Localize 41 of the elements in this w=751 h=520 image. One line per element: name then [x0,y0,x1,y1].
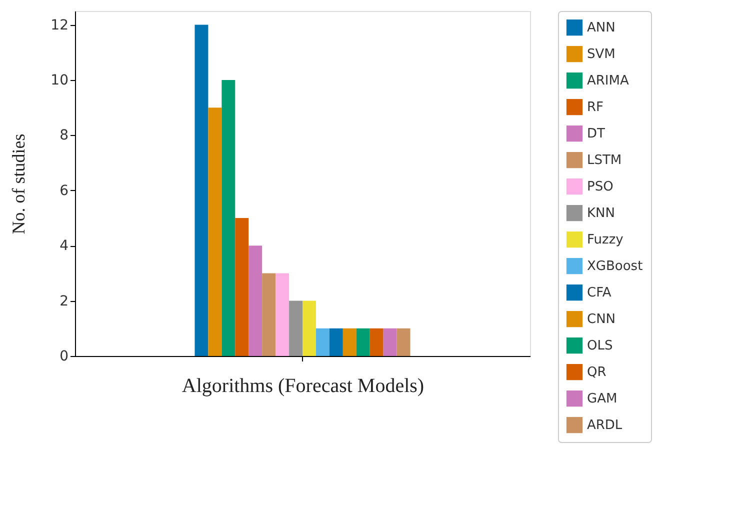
bar [383,328,397,356]
legend-label: ANN [587,20,616,36]
y-tick-label: 0 [60,348,68,364]
bar [316,328,330,356]
legend-label: LSTM [587,153,622,168]
legend-label: SVM [587,47,616,62]
legend-label: RF [587,100,604,115]
legend-label: Fuzzy [587,232,624,248]
legend-label: QR [587,365,606,380]
legend-label: XGBoost [587,259,643,274]
bar [262,273,276,356]
bar [396,328,410,356]
x-axis-title: Algorithms (Forecast Models) [182,375,424,397]
bar [235,218,249,356]
legend-label: GAM [587,392,618,406]
legend-label: KNN [587,206,615,221]
bar [276,273,290,356]
bar [194,24,208,356]
y-tick-label: 4 [60,238,69,254]
bar [356,328,370,356]
bar [329,328,343,356]
legend-label: PSO [587,180,614,194]
y-tick-label: 6 [60,182,69,199]
legend-label: CFA [587,286,612,300]
bar [222,80,236,356]
bar [302,300,316,356]
y-tick-label: 8 [60,128,68,144]
legend-label: ARIMA [587,74,629,88]
y-tick-label: 10 [50,72,68,88]
legend-label: OLS [587,338,613,354]
y-tick-label: 12 [50,17,68,34]
bar [289,300,302,356]
bar [248,246,262,356]
bar [208,108,222,356]
legend-label: DT [587,126,606,142]
bar [342,328,356,356]
y-axis-title: No. of studies [8,134,29,234]
legend-label: ARDL [587,418,623,433]
bar [370,328,384,356]
y-tick-label: 2 [60,293,68,310]
legend-label: CNN [587,312,616,327]
